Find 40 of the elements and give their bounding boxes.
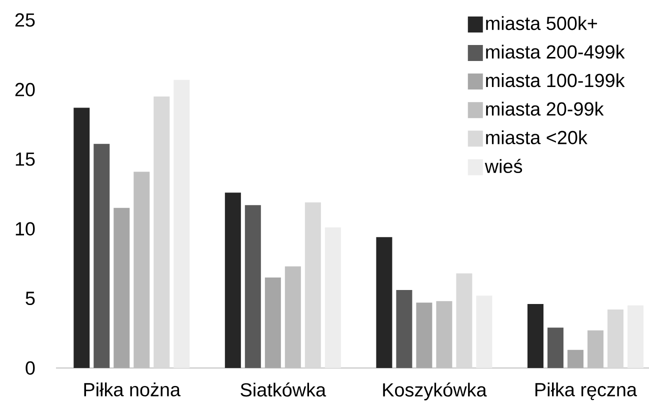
legend-label: miasta 200-499k <box>486 44 625 59</box>
legend-label: miasta 100-199k <box>486 73 625 88</box>
bar <box>264 278 281 368</box>
bar <box>456 273 472 368</box>
y-tick-label: 15 <box>16 152 35 166</box>
bar <box>376 237 392 368</box>
y-tick-label: 25 <box>15 13 35 27</box>
bar <box>527 304 544 368</box>
legend-label: miasta 500k+ <box>486 16 598 30</box>
bar <box>396 290 412 368</box>
bar <box>416 302 432 368</box>
bar <box>436 301 452 368</box>
bar <box>587 330 604 368</box>
bar <box>154 96 170 368</box>
x-tick-label: Piłka nożna <box>84 382 181 396</box>
bar <box>174 80 190 368</box>
x-tick-label: Siatkówka <box>240 382 326 397</box>
bar <box>304 202 321 368</box>
bar <box>224 192 241 368</box>
legend-label: miasta 20-99k <box>486 102 604 116</box>
legend-label: miasta <20k <box>486 130 588 144</box>
bar <box>476 296 492 368</box>
bar <box>134 172 150 368</box>
bar <box>627 305 644 368</box>
bar <box>114 208 130 368</box>
bar <box>567 350 584 368</box>
bar <box>607 310 624 368</box>
bar <box>547 328 564 368</box>
y-tick-label: 20 <box>15 82 35 96</box>
legend-label: wieś <box>484 158 522 174</box>
y-tick-label: 10 <box>16 222 35 236</box>
x-tick-label: Piłka ręczna <box>535 382 637 400</box>
x-tick-label: Koszykówka <box>383 382 487 400</box>
bar <box>324 227 341 368</box>
y-tick-label: 0 <box>26 361 35 375</box>
bar <box>284 266 301 368</box>
bar <box>94 144 110 368</box>
y-tick-label: 5 <box>26 292 35 306</box>
bar <box>74 108 90 368</box>
bar <box>244 205 261 368</box>
